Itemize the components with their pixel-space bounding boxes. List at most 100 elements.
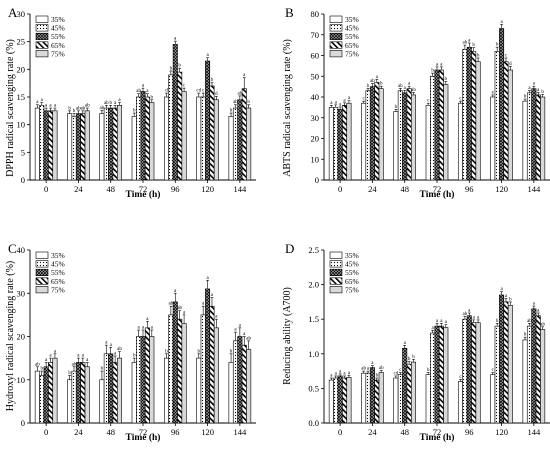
bar	[342, 377, 348, 424]
significance-letter: c	[399, 368, 402, 373]
bar	[462, 318, 468, 424]
bar	[471, 322, 477, 424]
y-tick-label: 10	[17, 120, 26, 130]
significance-letter: a	[243, 73, 246, 78]
legend-swatch	[35, 15, 49, 23]
y-tick-label: 20	[17, 64, 26, 74]
bar	[443, 327, 449, 424]
bar	[43, 366, 49, 424]
bar	[346, 377, 352, 424]
bar	[232, 340, 238, 424]
bar	[117, 105, 123, 181]
y-tick-label: 1.5	[308, 314, 319, 324]
x-tick-label: 48	[400, 184, 409, 194]
legend-label: 65%	[345, 41, 359, 50]
bar	[177, 71, 183, 181]
significance-letter: b	[101, 367, 104, 372]
x-tick-label: 144	[527, 184, 541, 194]
significance-letter: b	[367, 84, 370, 89]
bar	[406, 88, 412, 181]
x-tick-label: 48	[400, 427, 409, 437]
significance-letter: ab	[237, 91, 242, 96]
legend-label: 55%	[345, 32, 359, 41]
x-tick-label: 96	[465, 427, 474, 437]
y-tick-label: 25	[17, 37, 26, 47]
significance-letter: b	[408, 357, 411, 362]
bar	[67, 379, 73, 424]
legend-swatch	[35, 32, 49, 41]
bar	[507, 69, 513, 181]
significance-letter: c	[183, 84, 186, 89]
y-tick-label: 2.0	[308, 280, 319, 290]
y-tick-label: 30	[311, 113, 320, 123]
bar	[434, 325, 440, 424]
legend-label: 75%	[51, 285, 65, 294]
bar	[99, 379, 105, 424]
bar	[205, 60, 211, 181]
significance-letter: b	[431, 69, 434, 74]
bar	[117, 357, 123, 424]
bar	[526, 92, 532, 181]
legend-swatch	[35, 251, 49, 259]
significance-letter: a	[142, 84, 145, 89]
panel-label: B	[285, 5, 294, 20]
legend-swatch	[329, 32, 343, 41]
significance-letter: ab	[100, 106, 105, 111]
significance-letter: cd	[196, 89, 201, 94]
bar	[52, 110, 58, 181]
legend-swatch	[329, 24, 343, 32]
significance-letter: ab	[527, 319, 532, 324]
bar	[328, 379, 334, 424]
significance-letter: a	[330, 101, 333, 106]
significance-letter: a	[404, 86, 407, 91]
significance-letter: a	[206, 276, 209, 281]
x-tick-label: 24	[368, 427, 377, 437]
significance-letter: a	[500, 287, 503, 292]
legend-label: 55%	[51, 32, 65, 41]
significance-letter: b	[412, 355, 415, 360]
y-axis-label: Hydroxyl radical scavenging rate (%)	[5, 261, 16, 412]
x-tick-label: 0	[338, 427, 342, 437]
significance-letter: a	[330, 374, 333, 379]
significance-letter: a	[500, 20, 503, 25]
y-axis-label: ABTS radical scavenging rate (%)	[282, 39, 293, 177]
significance-letter: a	[54, 104, 57, 109]
bar	[80, 113, 86, 181]
x-tick-label: 0	[338, 184, 342, 194]
legend-swatch	[329, 41, 343, 49]
bar	[361, 372, 367, 424]
significance-letter: ab	[85, 104, 90, 109]
legend-label: 45%	[51, 260, 65, 269]
significance-letter: b	[211, 78, 214, 83]
legend-swatch	[35, 50, 49, 58]
bar	[75, 113, 81, 181]
bar	[246, 107, 252, 181]
significance-letter: a	[473, 315, 476, 320]
significance-letter: a	[367, 367, 370, 372]
bar	[246, 349, 252, 424]
legend-swatch	[35, 41, 49, 49]
bar	[48, 110, 54, 181]
significance-letter: d	[215, 92, 218, 97]
significance-letter: b	[395, 105, 398, 110]
significance-letter: a	[114, 351, 117, 356]
panel-d: D Reducing ability (A700) Time (h) 0.0 0.…	[282, 241, 550, 443]
bar	[365, 90, 371, 181]
bar	[163, 357, 169, 424]
bar	[397, 374, 403, 424]
significance-letter: ab	[35, 362, 40, 367]
significance-letter: a	[54, 349, 57, 354]
bar	[466, 315, 472, 424]
bar	[438, 69, 444, 181]
panel-label: C	[8, 241, 17, 256]
bar	[369, 367, 375, 424]
y-tick-label: 60	[311, 51, 320, 61]
significance-letter: a	[477, 315, 480, 320]
legend-label: 45%	[345, 260, 359, 269]
significance-letter: b	[472, 43, 475, 48]
significance-letter: c	[505, 53, 508, 58]
y-tick-label: 0.5	[308, 383, 319, 393]
significance-letter: a	[431, 326, 434, 331]
y-tick-label: 10	[311, 154, 320, 164]
significance-letter: ab	[246, 336, 251, 341]
